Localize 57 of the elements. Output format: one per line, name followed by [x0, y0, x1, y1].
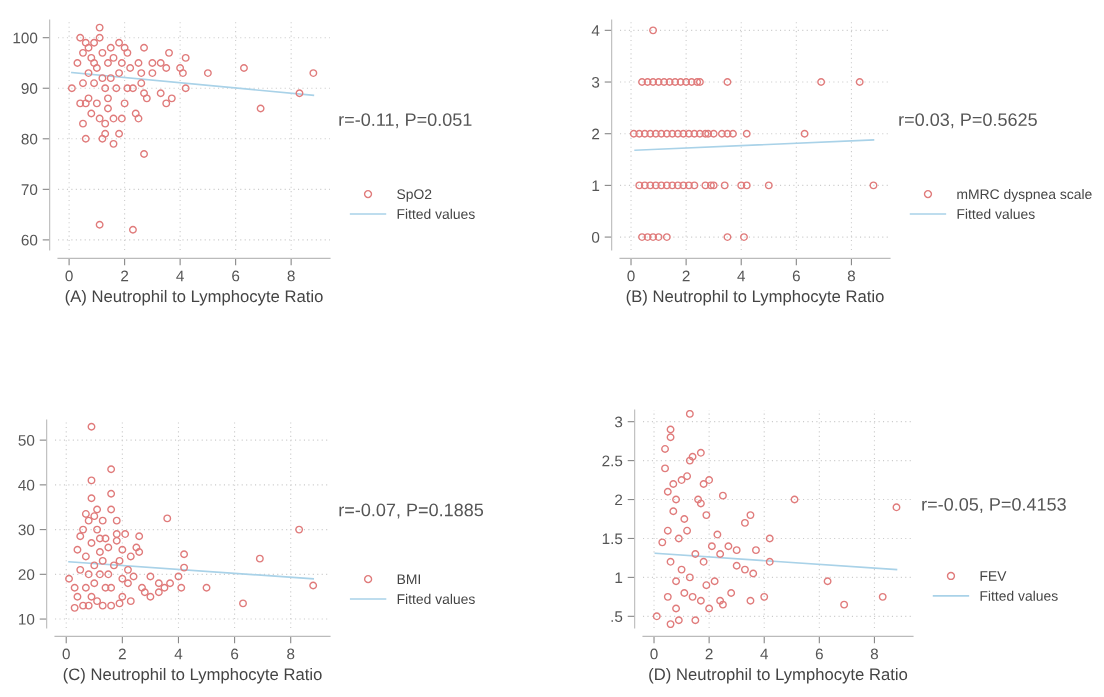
y-tick-label: 1	[615, 572, 623, 583]
x-tick-label: 0	[65, 270, 73, 282]
legend-label: SpO2	[397, 189, 432, 202]
x-tick-label: 4	[760, 648, 769, 660]
y-tick-label: 1.5	[602, 533, 623, 545]
legend-label: FEV	[980, 571, 1007, 581]
x-axis-title: (C) Neutrophil to Lymphocyte Ratio	[63, 667, 322, 684]
text: r=-0.07, P=0.1885	[339, 503, 484, 519]
legend-label: Fitted values	[980, 590, 1058, 601]
x-tick-label: 2	[682, 270, 690, 282]
x-tick-label: 6	[815, 648, 823, 660]
y-tick-label: 100	[13, 32, 38, 44]
x-tick-label: 4	[174, 648, 183, 660]
legend-label: BMI	[397, 574, 420, 585]
legend-label: Fitted values	[397, 208, 475, 219]
x-tick-label: 2	[118, 648, 126, 660]
y-tick-label: 40	[18, 479, 35, 491]
legend-label: mMRC dyspnea scale	[957, 188, 1092, 202]
y-tick-label: 50	[18, 435, 35, 446]
y-tick-label: 70	[21, 184, 38, 196]
y-tick-label: 20	[18, 569, 35, 581]
y-tick-label: 90	[21, 83, 38, 94]
x-tick-label: 6	[792, 270, 800, 282]
y-tick-label: 3	[591, 76, 600, 88]
x-tick-label: 8	[287, 648, 295, 660]
text: r=0.03, P=0.5625	[899, 113, 1037, 129]
text: r=-0.11, P=0.051	[339, 113, 472, 129]
x-axis-title: (D) Neutrophil to Lymphocyte Ratio	[649, 667, 908, 684]
y-tick-label: 2	[615, 494, 623, 506]
x-tick-label: 4	[176, 270, 184, 282]
x-tick-label: 8	[870, 648, 879, 660]
y-tick-label: 2.5	[602, 455, 623, 467]
y-tick-label: 0	[591, 231, 600, 243]
x-tick-label: 6	[232, 270, 240, 282]
legend-label: Fitted values	[397, 593, 475, 605]
y-tick-label: .5	[611, 611, 623, 623]
x-tick-label: 8	[847, 270, 856, 282]
x-axis-title: (B) Neutrophil to Lymphocyte Ratio	[626, 289, 884, 306]
legend-label: Fitted values	[957, 208, 1035, 219]
x-tick-label: 0	[650, 648, 658, 660]
y-tick-label: 60	[21, 234, 38, 246]
x-tick-label: 0	[627, 270, 635, 282]
x-tick-label: 0	[62, 648, 70, 660]
y-tick-label: 4	[591, 25, 600, 36]
y-tick-label: 1	[592, 180, 600, 191]
y-tick-label: 2	[592, 128, 600, 140]
x-tick-label: 2	[705, 648, 713, 660]
x-tick-label: 8	[287, 270, 295, 282]
y-tick-label: 30	[18, 524, 35, 536]
y-tick-label: 80	[21, 133, 38, 145]
text: r=-0.05, P=0.4153	[922, 497, 1066, 513]
x-axis-title: (A) Neutrophil to Lymphocyte Ratio	[65, 289, 323, 306]
y-tick-label: 3	[614, 416, 623, 428]
x-tick-label: 2	[121, 270, 129, 282]
x-tick-label: 4	[737, 270, 746, 282]
y-tick-label: 10	[19, 613, 35, 625]
x-tick-label: 6	[231, 648, 239, 660]
